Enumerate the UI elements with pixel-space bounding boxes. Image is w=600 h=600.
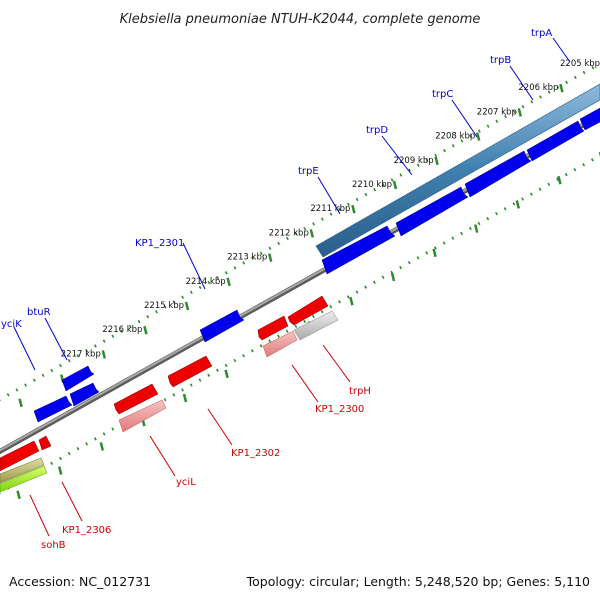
sohB-green-bar[interactable]: [0, 465, 48, 493]
inner-tick-ring: [0, 153, 600, 495]
gene-arrow-trpC[interactable]: [464, 150, 532, 198]
major-tick: [515, 200, 521, 209]
reverse-gene-labels: trpH KP1_2300 KP1_2302 yciL KP1_2306 soh…: [41, 386, 371, 551]
major-tick: [475, 132, 481, 141]
gene-label-trpH[interactable]: trpH: [349, 386, 371, 397]
tick-label: 2206 kbp: [518, 83, 558, 93]
gene-label-sohB[interactable]: sohB: [41, 540, 66, 551]
major-tick: [57, 466, 63, 475]
tick-label: 2214 kbp: [186, 277, 226, 287]
gene-arrow-trpA[interactable]: [579, 107, 600, 131]
major-tick: [184, 301, 190, 311]
major-tick: [226, 277, 231, 287]
major-tick: [18, 398, 23, 408]
major-ticks-inner: [16, 152, 600, 500]
reverse-genes: [0, 295, 329, 472]
tick-label: 2215 kbp: [144, 301, 184, 311]
topology-text: Topology: circular; Length: 5,248,520 bp…: [246, 574, 590, 589]
major-tick: [392, 180, 398, 190]
major-tick: [349, 296, 354, 306]
major-tick: [557, 175, 562, 185]
major-tick: [351, 204, 356, 214]
gene-label-yciK[interactable]: yciK: [1, 319, 22, 330]
map-title: Klebsiella pneumoniae NTUH-K2044, comple…: [120, 12, 481, 27]
major-tick: [473, 224, 479, 233]
major-tick: [182, 393, 188, 403]
major-tick: [390, 272, 396, 282]
major-tick: [559, 83, 564, 93]
gene-arrow-trpD[interactable]: [395, 186, 469, 237]
gene-label-KP1-2302[interactable]: KP1_2302: [231, 448, 280, 459]
major-tick: [434, 156, 439, 166]
forward-genes: [33, 107, 600, 423]
forward-gene-labels: trpA trpB trpC trpD trpE KP1_2301 btuR y…: [1, 28, 552, 330]
gene-label-KP1-2306[interactable]: KP1_2306: [62, 525, 111, 536]
gene-arrow-btuR[interactable]: [69, 382, 100, 407]
gene-label-trpA[interactable]: trpA: [531, 28, 552, 39]
tick-label: 2211 kbp: [310, 204, 350, 214]
major-tick: [267, 253, 273, 262]
gene-arrow-yciK[interactable]: [33, 395, 73, 423]
gene-label-yciL[interactable]: yciL: [176, 477, 196, 488]
major-tick: [224, 369, 229, 379]
tick-labels: 2205 kbp 2206 kbp 2207 kbp 2208 kbp 2209 kbp…: [61, 59, 600, 359]
tick-label: 2213 kbp: [227, 253, 267, 263]
major-tick: [517, 108, 523, 117]
gene-label-trpD[interactable]: trpD: [366, 125, 388, 136]
major-tick: [16, 490, 21, 500]
major-tick: [309, 229, 315, 238]
tick-label: 2212 kbp: [269, 228, 309, 238]
yciL-light-bar[interactable]: [118, 399, 167, 433]
sohB-olive-bar[interactable]: [0, 457, 45, 484]
major-tick: [143, 325, 148, 335]
gene-label-trpB[interactable]: trpB: [490, 55, 511, 66]
tick-label: 2216 kbp: [102, 325, 142, 335]
major-tick: [432, 248, 437, 258]
major-tick: [99, 442, 105, 451]
tick-label: 2205 kbp: [560, 59, 600, 69]
gene-arrow-small[interactable]: [38, 435, 52, 451]
gene-label-KP1-2301[interactable]: KP1_2301: [135, 238, 184, 249]
gene-arrow-btuR-upper[interactable]: [61, 365, 95, 392]
tick-label: 2207 kbp: [477, 107, 517, 117]
trp-operon-forward-bar[interactable]: [315, 83, 600, 258]
tick-label: 2210 kbp: [352, 180, 392, 190]
reverse-operon-pink-bar[interactable]: [262, 330, 298, 358]
major-tick: [101, 350, 107, 359]
gene-arrow-KP1-2301[interactable]: [199, 309, 245, 343]
gene-arrow-trpB[interactable]: [526, 120, 585, 162]
gene-label-trpC[interactable]: trpC: [432, 89, 453, 100]
gene-arrow-KP1-2302[interactable]: [167, 355, 213, 388]
gene-arrow-yciL[interactable]: [113, 383, 159, 415]
gene-arrow-KP1-2306[interactable]: [0, 440, 40, 472]
tick-label: 2208 kbp: [435, 132, 475, 142]
gene-label-btuR[interactable]: btuR: [27, 307, 51, 318]
accession-text: Accession: NC_012731: [9, 574, 151, 589]
gene-arrow-KP1-2300[interactable]: [257, 315, 289, 341]
trp-operon-reverse-bar[interactable]: [293, 310, 339, 341]
gene-leader-lines: [13, 37, 571, 537]
gene-label-KP1-2300[interactable]: KP1_2300: [315, 404, 364, 415]
gene-arrow-trpH[interactable]: [287, 295, 329, 326]
gene-arrow-trpE[interactable]: [321, 225, 396, 275]
gene-label-trpE[interactable]: trpE: [298, 166, 319, 177]
tick-label: 2209 kbp: [394, 156, 434, 166]
tick-label: 2217 kbp: [61, 349, 101, 359]
